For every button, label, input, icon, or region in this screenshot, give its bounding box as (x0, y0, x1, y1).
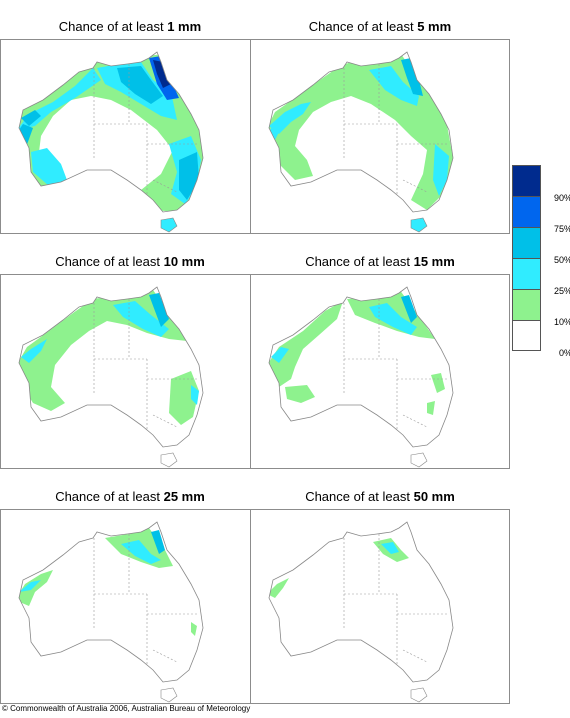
legend-label-75: 75% (553, 224, 570, 234)
title-amount: 50 mm (413, 489, 455, 504)
australia-map (0, 509, 260, 704)
panel-title: Chance of at least 25 mm (0, 488, 260, 506)
map-panel-5mm: Chance of at least 5 mm (250, 18, 510, 248)
panel-title: Chance of at least 1 mm (0, 18, 260, 36)
legend-label-50: 50% (553, 255, 570, 265)
australia-map (250, 274, 510, 469)
legend-swatch-0-10 (513, 321, 540, 350)
panel-title: Chance of at least 50 mm (250, 488, 510, 506)
title-prefix: Chance of at least (305, 489, 410, 504)
title-amount: 10 mm (163, 254, 205, 269)
title-prefix: Chance of at least (58, 19, 164, 34)
legend-swatch-75-90 (513, 197, 540, 228)
copyright-notice: © Commonwealth of Australia 2006, Austra… (2, 704, 251, 713)
panel-title: Chance of at least 5 mm (250, 18, 510, 36)
panel-title: Chance of at least 15 mm (250, 253, 510, 271)
legend-swatch-above-90 (513, 166, 540, 197)
panel-title: Chance of at least 10 mm (0, 253, 260, 271)
title-amount: 5 mm (417, 19, 452, 34)
legend-color-bar (512, 165, 541, 351)
australia-map (250, 39, 510, 234)
legend-swatch-50-75 (513, 228, 540, 259)
title-prefix: Chance of at least (55, 489, 160, 504)
title-amount: 25 mm (163, 489, 205, 504)
legend-label-0: 0% (558, 348, 570, 358)
map-panel-10mm: Chance of at least 10 mm (0, 253, 260, 483)
legend-label-90: 90% (553, 193, 570, 203)
australia-map (0, 274, 260, 469)
probability-legend: 90% 75% 50% 25% 10% 0% (512, 165, 570, 365)
title-prefix: Chance of at least (55, 254, 160, 269)
legend-label-10: 10% (553, 317, 570, 327)
title-amount: 1 mm (167, 19, 202, 34)
legend-label-25: 25% (553, 286, 570, 296)
map-panel-50mm: Chance of at least 50 mm (250, 488, 510, 718)
map-panel-25mm: Chance of at least 25 mm (0, 488, 260, 718)
title-prefix: Chance of at least (308, 19, 414, 34)
australia-map (250, 509, 510, 704)
australia-map (0, 39, 260, 234)
map-panel-1mm: Chance of at least 1 mm (0, 18, 260, 248)
title-prefix: Chance of at least (305, 254, 410, 269)
legend-swatch-10-25 (513, 290, 540, 321)
title-amount: 15 mm (413, 254, 455, 269)
legend-swatch-25-50 (513, 259, 540, 290)
map-panel-15mm: Chance of at least 15 mm (250, 253, 510, 483)
